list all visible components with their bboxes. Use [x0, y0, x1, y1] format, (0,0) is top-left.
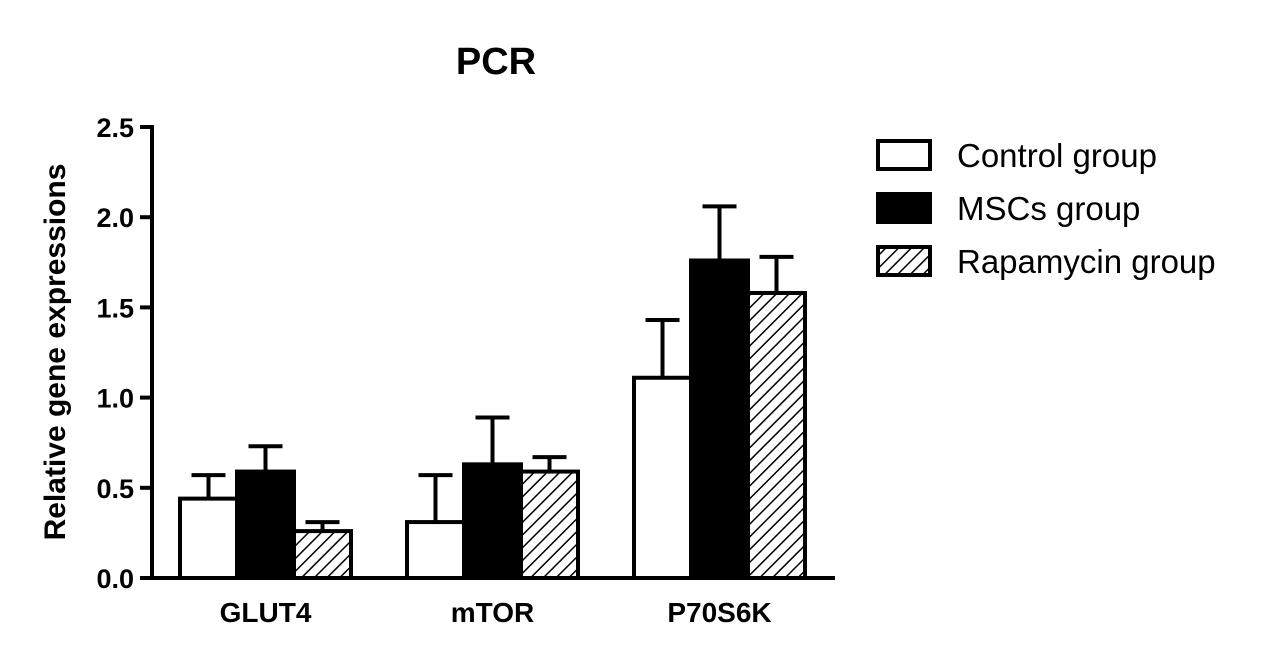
legend-entry-label: Control group	[957, 137, 1157, 174]
y-tick-label: 1.0	[96, 384, 134, 414]
y-tick-label: 0.0	[96, 564, 134, 594]
x-tick-label: GLUT4	[220, 597, 312, 628]
bar	[632, 375, 693, 581]
bar	[292, 529, 353, 581]
x-tick-label: P70S6K	[667, 597, 771, 628]
y-axis-label: Relative gene expressions	[39, 164, 72, 541]
chart-title: PCR	[456, 41, 536, 83]
plot-area: GLUT4 mTOR P70S6K 0.0 0.5 1.0 1.5 2.0 2.5	[96, 113, 835, 628]
y-tick-label: 2.0	[96, 203, 134, 233]
bar	[405, 520, 466, 580]
bar	[235, 469, 296, 580]
x-tick-label: mTOR	[451, 597, 535, 628]
y-tick-label: 2.5	[96, 113, 134, 143]
bar	[519, 469, 580, 580]
legend-entry-label: MSCs group	[957, 190, 1140, 227]
legend-swatch	[876, 192, 932, 224]
legend-swatch	[876, 245, 932, 277]
bar	[462, 462, 523, 580]
bar	[746, 290, 807, 580]
legend-entry-label: Rapamycin group	[957, 243, 1216, 280]
legend: Control group MSCs group Rapamycin group	[876, 137, 1216, 280]
y-tick-label: 1.5	[96, 293, 134, 323]
bar	[178, 496, 239, 580]
bar	[689, 258, 750, 580]
legend-swatch	[876, 139, 932, 171]
y-tick-label: 0.5	[96, 474, 134, 504]
